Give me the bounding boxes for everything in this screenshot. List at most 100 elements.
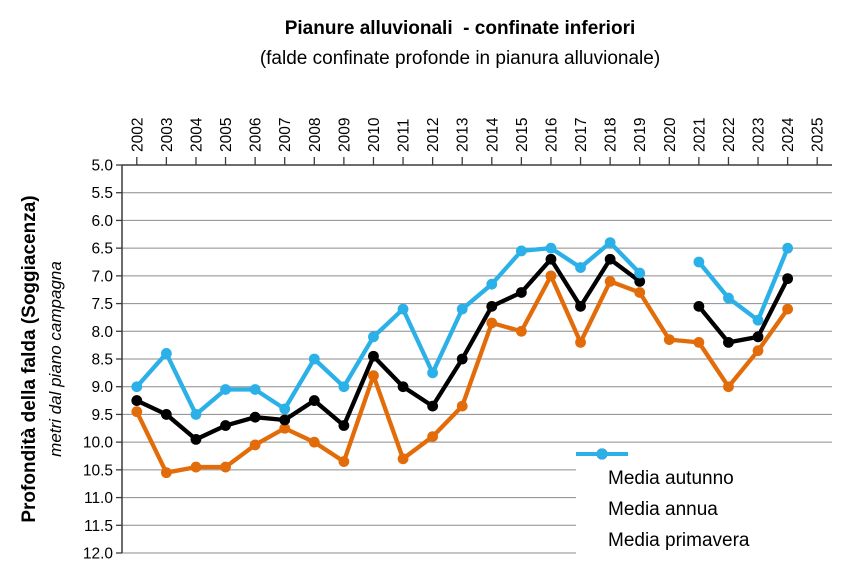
x-axis-label: 2012 xyxy=(425,118,442,152)
legend-item-media-autunno: Media autunno xyxy=(576,448,838,490)
data-point-media-annua xyxy=(427,400,439,412)
legend-label: Media autunno xyxy=(608,468,734,489)
data-point-media-autunno xyxy=(131,406,143,418)
x-axis-label: 2014 xyxy=(484,117,501,152)
data-point-media-autunno xyxy=(575,336,586,348)
data-point-media-primavera xyxy=(427,367,439,379)
data-point-media-primavera xyxy=(308,353,320,365)
y-axis-label: 9.0 xyxy=(91,379,113,396)
data-point-media-annua xyxy=(190,433,202,445)
x-axis-label: 2006 xyxy=(248,118,265,152)
x-axis-label: 2015 xyxy=(514,118,531,152)
data-point-media-annua xyxy=(515,287,527,298)
data-point-media-autunno xyxy=(308,436,320,448)
data-point-media-annua xyxy=(693,300,705,312)
data-point-media-autunno xyxy=(249,439,261,451)
x-axis-label: 2016 xyxy=(543,118,560,152)
x-axis-label: 2010 xyxy=(366,117,383,152)
data-point-media-autunno xyxy=(693,336,705,348)
legend-line-sample-primavera xyxy=(576,448,628,460)
data-point-media-primavera xyxy=(545,242,557,254)
data-point-media-autunno xyxy=(545,270,557,282)
data-point-media-annua xyxy=(782,273,794,285)
chart-title: Pianure alluvionali - confinate inferior… xyxy=(284,18,636,39)
data-point-media-primavera xyxy=(515,245,527,257)
data-point-media-autunno xyxy=(752,345,764,357)
data-point-media-annua xyxy=(397,381,409,393)
data-point-media-annua xyxy=(575,300,586,312)
data-point-media-annua xyxy=(220,420,231,431)
x-axis-label: 2021 xyxy=(691,118,708,152)
data-point-media-annua xyxy=(456,353,468,365)
data-point-media-autunno xyxy=(663,334,675,345)
legend-label: Media annua xyxy=(608,499,718,520)
data-point-media-primavera xyxy=(693,256,705,268)
data-point-media-annua xyxy=(249,411,261,423)
data-point-media-primavera xyxy=(160,348,172,359)
data-point-media-autunno xyxy=(190,461,202,473)
x-axis-label: 2020 xyxy=(662,117,679,152)
data-point-media-primavera xyxy=(782,242,794,254)
data-point-media-primavera xyxy=(220,384,231,395)
data-point-media-autunno xyxy=(427,431,439,442)
y-axis-label: 8.5 xyxy=(91,352,113,369)
x-axis-label: 2004 xyxy=(188,117,205,152)
data-point-media-autunno xyxy=(634,287,646,298)
data-point-media-annua xyxy=(338,420,350,431)
data-point-media-autunno xyxy=(338,456,350,467)
data-point-media-autunno xyxy=(456,400,468,412)
data-point-media-primavera xyxy=(634,267,646,279)
data-point-media-autunno xyxy=(279,422,291,434)
x-axis-label: 2003 xyxy=(159,118,176,152)
x-axis-label: 2013 xyxy=(455,118,472,152)
data-point-media-autunno xyxy=(220,461,231,473)
legend-item-media-primavera: Media primavera xyxy=(576,448,838,552)
data-point-media-annua xyxy=(486,300,498,312)
y-axis-label: 6.5 xyxy=(91,241,113,258)
data-point-media-autunno xyxy=(368,370,379,382)
data-point-media-autunno xyxy=(486,317,498,329)
series-line-media-annua xyxy=(696,276,790,345)
data-point-media-primavera xyxy=(486,278,498,290)
data-point-media-primavera xyxy=(456,303,468,315)
y-axis-label: 5.0 xyxy=(91,158,113,175)
x-axis-label: 2018 xyxy=(603,118,620,152)
series-line-media-primavera xyxy=(134,240,642,417)
y-axis-label: 7.5 xyxy=(91,296,113,313)
y-axis-label: 11.5 xyxy=(84,518,113,535)
data-point-media-primavera xyxy=(338,381,350,393)
data-point-media-autunno xyxy=(723,381,734,393)
data-point-media-primavera xyxy=(604,237,616,249)
data-point-media-annua xyxy=(368,350,379,362)
data-point-media-primavera xyxy=(723,292,734,304)
data-point-media-autunno xyxy=(397,453,409,465)
y-axis-label: 6.0 xyxy=(91,213,113,230)
chart-subtitle: (falde confinate profonde in pianura all… xyxy=(259,48,661,69)
legend: Media autunno Media annua Media primaver… xyxy=(576,446,838,574)
y-axis-label: 12.0 xyxy=(83,546,114,563)
legend-label: Media primavera xyxy=(608,530,750,551)
data-point-media-primavera xyxy=(752,314,764,326)
data-point-media-annua xyxy=(545,253,557,265)
data-point-media-annua xyxy=(160,409,172,420)
data-point-media-autunno xyxy=(604,276,616,287)
data-point-media-autunno xyxy=(515,325,527,337)
y-axis-label: 8.0 xyxy=(91,324,113,341)
x-axis-label: 2002 xyxy=(129,118,146,152)
data-point-media-primavera xyxy=(249,384,261,395)
x-axis-label: 2023 xyxy=(751,118,768,152)
legend-item-media-annua: Media annua xyxy=(576,448,838,521)
data-point-media-primavera xyxy=(279,403,291,415)
data-point-media-primavera xyxy=(575,262,586,273)
data-point-media-annua xyxy=(279,414,291,426)
data-point-media-autunno xyxy=(782,303,794,315)
y-axis-label: 11.0 xyxy=(84,490,113,507)
y-axis-label: 9.5 xyxy=(91,407,113,424)
data-point-media-autunno xyxy=(160,467,172,479)
data-point-media-primavera xyxy=(397,303,409,315)
data-point-media-primavera xyxy=(131,381,143,393)
x-axis-label: 2022 xyxy=(721,118,738,152)
y-axis-label: 10.0 xyxy=(83,435,114,452)
data-point-media-annua xyxy=(604,253,616,265)
